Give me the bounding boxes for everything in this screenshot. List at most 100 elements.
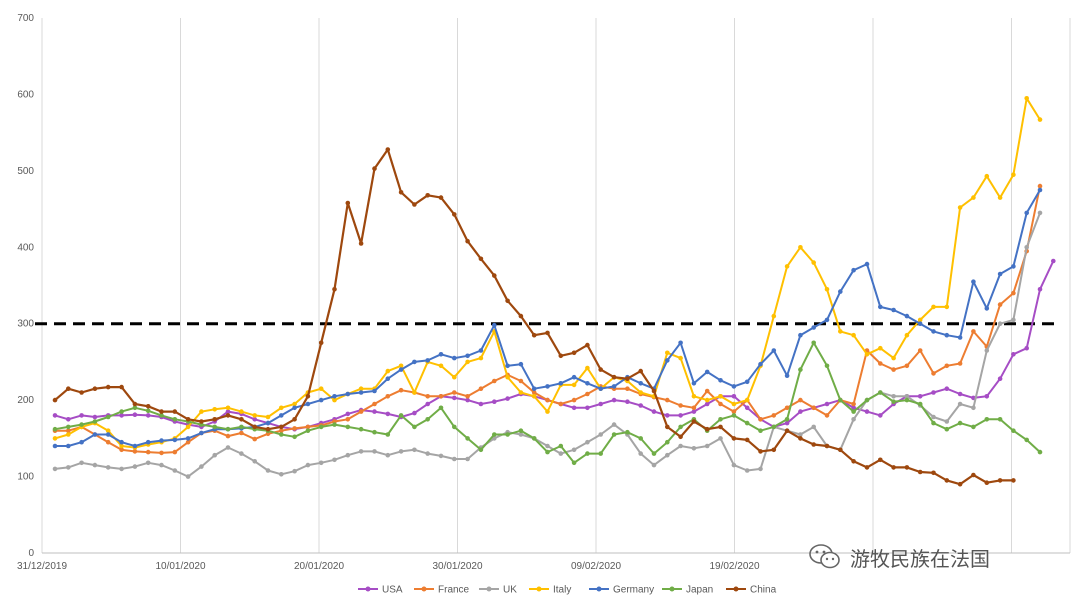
data-point — [878, 413, 883, 418]
data-point — [119, 413, 124, 418]
legend-label: France — [438, 585, 470, 596]
data-point — [318, 340, 324, 346]
data-point — [704, 443, 710, 449]
data-point — [1024, 437, 1029, 443]
data-point — [851, 459, 856, 464]
data-point — [52, 426, 58, 432]
data-point — [571, 374, 577, 380]
data-point — [997, 478, 1003, 483]
data-point — [611, 422, 617, 427]
data-point — [984, 417, 990, 422]
data-point — [92, 386, 98, 392]
data-point — [105, 384, 111, 390]
data-point — [358, 426, 364, 432]
legend-swatch-marker — [596, 586, 602, 592]
data-point — [305, 394, 311, 399]
data-point — [159, 413, 164, 418]
data-point — [385, 432, 391, 437]
data-point — [731, 409, 737, 414]
data-point — [598, 432, 603, 437]
data-point — [545, 397, 550, 403]
data-point — [731, 413, 737, 418]
data-point — [425, 417, 431, 422]
data-point — [585, 342, 590, 348]
data-point — [239, 430, 244, 436]
data-point — [824, 363, 830, 369]
data-point — [1011, 352, 1016, 357]
x-tick-label: 10/01/2020 — [155, 561, 205, 572]
data-point — [571, 460, 577, 466]
data-point — [239, 409, 244, 414]
data-point — [412, 202, 417, 207]
y-tick-label: 100 — [17, 472, 34, 483]
data-point — [798, 409, 803, 414]
data-point — [944, 332, 950, 338]
data-point — [957, 391, 963, 397]
data-point — [92, 419, 98, 424]
data-point — [438, 405, 444, 411]
data-point — [292, 426, 297, 431]
data-point — [904, 465, 910, 470]
legend-item-germany: Germany — [589, 585, 654, 596]
data-point — [531, 332, 537, 338]
data-point — [1011, 317, 1016, 323]
data-point — [398, 387, 404, 393]
data-point — [931, 470, 936, 476]
data-point — [917, 469, 923, 475]
data-point — [758, 428, 763, 434]
data-point — [651, 462, 657, 468]
data-point — [585, 451, 590, 456]
data-point — [665, 350, 670, 356]
data-point — [465, 456, 470, 462]
data-point — [784, 264, 790, 269]
data-point — [1037, 187, 1043, 193]
data-point — [385, 368, 391, 374]
data-point — [452, 456, 457, 462]
data-point — [611, 432, 617, 437]
data-point — [691, 409, 697, 414]
data-point — [172, 449, 178, 455]
data-point — [425, 358, 431, 363]
data-point — [917, 348, 923, 353]
data-point — [79, 413, 84, 418]
data-point — [345, 424, 351, 430]
data-point — [105, 439, 111, 445]
data-point — [758, 361, 763, 367]
series-china — [52, 147, 1016, 487]
data-point — [518, 378, 524, 384]
data-point — [944, 478, 950, 483]
legend-item-italy: Italy — [529, 585, 571, 596]
data-point — [851, 405, 856, 411]
data-point — [398, 367, 404, 372]
data-point — [784, 405, 790, 411]
data-point — [997, 376, 1003, 382]
data-point — [545, 330, 550, 336]
data-point — [438, 394, 444, 399]
data-point — [957, 481, 963, 487]
data-point — [52, 436, 58, 441]
series-germany — [52, 187, 1043, 449]
data-point — [185, 417, 191, 422]
data-point — [452, 355, 457, 361]
data-point — [425, 193, 431, 198]
data-point — [132, 405, 138, 411]
data-point — [478, 401, 484, 407]
data-point — [279, 405, 284, 411]
watermark-text: 游牧民族在法国 — [850, 546, 990, 571]
data-point — [638, 451, 643, 456]
data-point — [571, 350, 577, 356]
data-point — [917, 401, 923, 407]
data-point — [864, 409, 870, 414]
data-point — [718, 378, 723, 383]
legend-label: Japan — [686, 585, 713, 596]
data-point — [372, 409, 377, 414]
data-point — [478, 386, 484, 392]
data-point — [518, 428, 524, 434]
data-point — [465, 436, 470, 441]
series-japan — [52, 340, 1043, 466]
data-point — [372, 166, 377, 171]
data-point — [252, 459, 257, 464]
data-point — [651, 451, 657, 456]
data-point — [225, 445, 231, 450]
data-point — [638, 436, 643, 441]
